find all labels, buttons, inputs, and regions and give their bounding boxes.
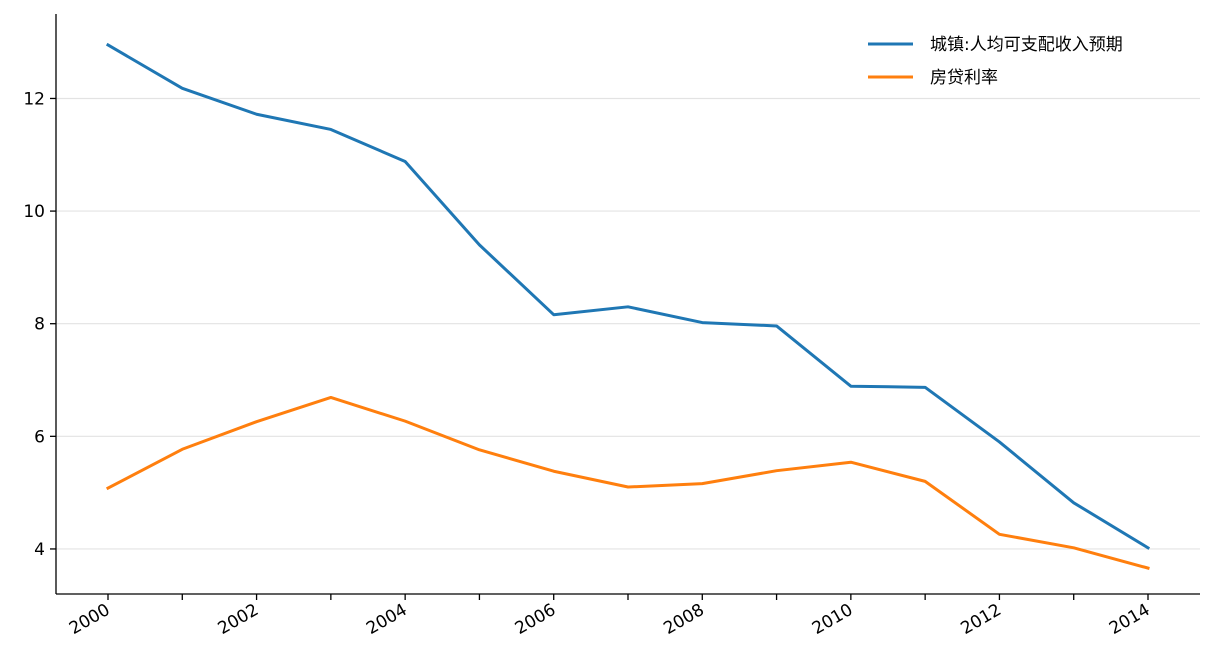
series-line-1 [105,395,1150,570]
x-tick-label: 2002 [215,600,262,639]
x-tick-label: 2008 [660,600,707,639]
x-tick-label: 2014 [1106,600,1153,639]
y-tick-label: 4 [34,540,45,560]
y-tick-label: 8 [34,315,45,335]
y-tick-label: 10 [23,202,45,222]
x-tick-label: 2012 [957,600,1004,639]
y-tick-label: 12 [23,89,45,109]
axes: 4 6 8 10 12 2000 2002 2004 2006 2008 2010 2012 2014 [23,14,1200,639]
x-tick-label: 2010 [809,600,856,639]
grid-lines [56,97,1200,550]
x-tick-label: 2000 [66,600,113,639]
x-tick-label: 2004 [363,600,410,639]
series-lines [105,42,1151,570]
x-tick-label: 2006 [512,600,559,639]
series-line-0 [105,42,1151,550]
legend-label-1: 房贷利率 [930,68,998,88]
legend-label-0: 城镇:人均可支配收入预期 [930,35,1123,55]
y-tick-label: 6 [34,427,45,447]
